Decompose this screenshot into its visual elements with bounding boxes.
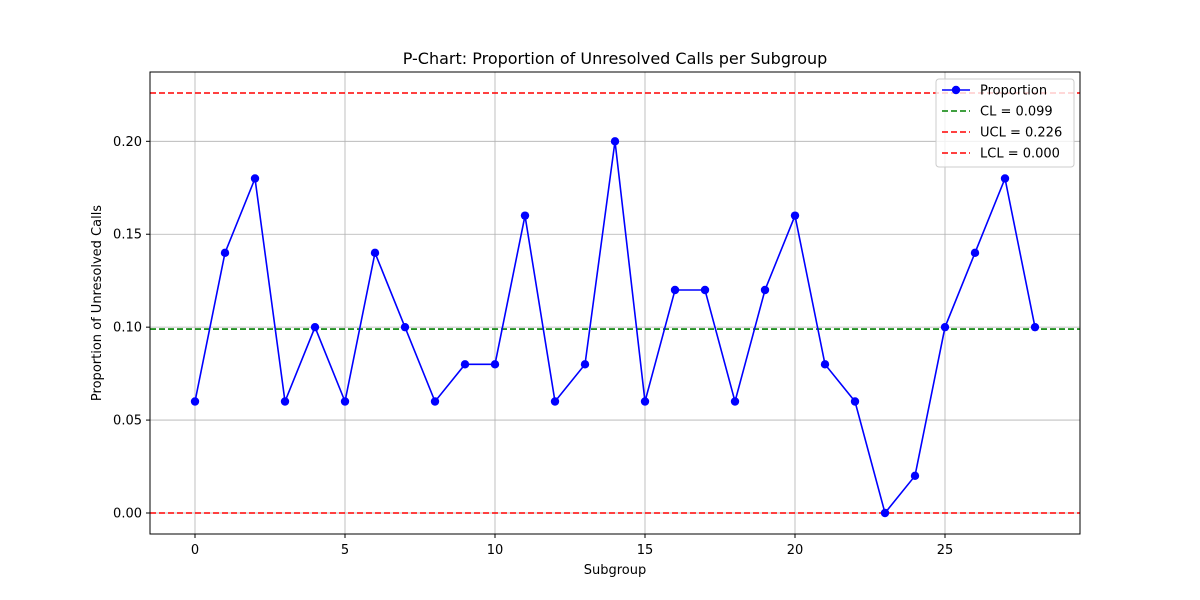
data-point bbox=[340, 397, 350, 406]
legend-entry: LCL = 0.000 bbox=[942, 147, 1060, 162]
data-point bbox=[190, 397, 200, 406]
data-point bbox=[490, 360, 500, 369]
y-axis-label: Proportion of Unresolved Calls bbox=[90, 205, 105, 401]
data-point bbox=[820, 360, 830, 369]
data-point bbox=[310, 322, 320, 332]
data-point bbox=[790, 211, 800, 220]
chart-title: P-Chart: Proportion of Unresolved Calls … bbox=[403, 49, 828, 68]
legend-box bbox=[935, 78, 1075, 168]
legend: Proportion CL = 0.099 UCL = 0.226 LCL = 0.0… bbox=[935, 78, 1075, 168]
data-point bbox=[610, 137, 620, 146]
legend-marker bbox=[951, 85, 961, 95]
legend-entry: Proportion bbox=[942, 84, 1047, 99]
y-axis-ticks: 0.00 0.05 0.10 0.15 0.20 bbox=[113, 135, 150, 522]
data-point bbox=[970, 248, 980, 258]
y-tick-label: 0.20 bbox=[113, 135, 142, 150]
y-tick-label: 0.10 bbox=[113, 321, 142, 336]
y-tick-label: 0.15 bbox=[113, 228, 142, 243]
x-tick-label: 10 bbox=[487, 543, 504, 558]
data-point bbox=[760, 285, 770, 295]
data-point bbox=[640, 397, 650, 406]
x-tick-label: 0 bbox=[191, 543, 199, 558]
legend-entry: UCL = 0.226 bbox=[942, 126, 1062, 141]
data-point bbox=[280, 397, 290, 406]
data-point bbox=[370, 248, 380, 258]
data-point bbox=[400, 322, 410, 332]
data-point bbox=[250, 174, 260, 183]
data-point bbox=[220, 248, 230, 258]
data-point bbox=[520, 211, 530, 220]
reference-lines bbox=[150, 92, 1080, 514]
plot-frame bbox=[149, 71, 1081, 535]
data-point bbox=[910, 471, 920, 481]
x-tick-label: 20 bbox=[787, 543, 804, 558]
legend-label: LCL = 0.000 bbox=[980, 147, 1060, 162]
x-tick-label: 25 bbox=[937, 543, 954, 558]
x-tick-label: 5 bbox=[341, 543, 349, 558]
x-tick-label: 15 bbox=[637, 543, 654, 558]
data-point bbox=[1030, 322, 1040, 332]
data-point bbox=[850, 397, 860, 406]
legend-label: UCL = 0.226 bbox=[980, 126, 1062, 141]
data-point bbox=[730, 397, 740, 406]
y-tick-label: 0.05 bbox=[113, 414, 142, 429]
x-axis-label: Subgroup bbox=[584, 563, 647, 578]
y-tick-label: 0.00 bbox=[113, 507, 142, 522]
legend-entry: CL = 0.099 bbox=[942, 105, 1053, 120]
data-point bbox=[1000, 174, 1010, 183]
data-point bbox=[430, 397, 440, 406]
data-point bbox=[940, 322, 950, 332]
data-point bbox=[670, 285, 680, 295]
data-point bbox=[550, 397, 560, 406]
series-layer bbox=[190, 137, 1040, 518]
data-point bbox=[580, 360, 590, 369]
data-point bbox=[460, 360, 470, 369]
legend-label: CL = 0.099 bbox=[980, 105, 1053, 120]
data-point bbox=[700, 285, 710, 295]
data-point bbox=[880, 508, 890, 518]
x-axis-ticks: 0 5 10 15 20 25 bbox=[191, 534, 953, 558]
legend-label: Proportion bbox=[980, 84, 1047, 99]
